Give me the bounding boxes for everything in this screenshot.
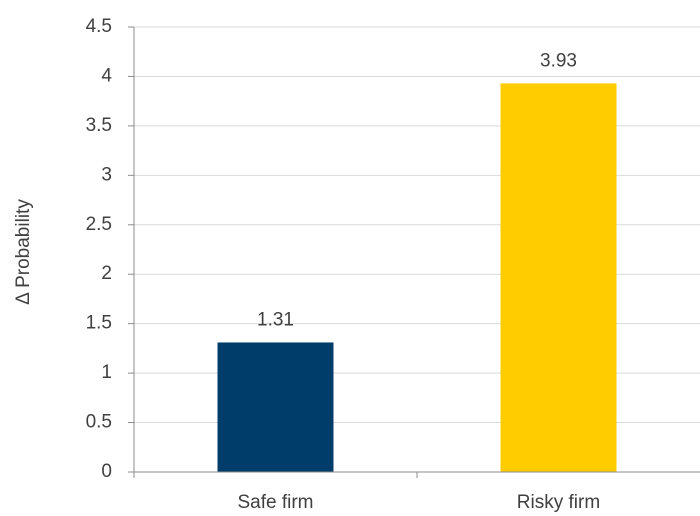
y-axis-title: Δ Probability: [13, 199, 34, 305]
x-tick-labels: Safe firm Risky firm: [237, 472, 600, 513]
y-tick-label: 2: [101, 263, 112, 284]
data-label: 1.31: [257, 309, 294, 330]
bars: [217, 83, 617, 472]
x-tick-label: Risky firm: [517, 492, 600, 513]
y-tick-label: 0: [101, 461, 112, 482]
y-tick-label: 3: [101, 164, 112, 185]
y-tick-label: 0.5: [86, 412, 112, 433]
y-tick-label: 4: [101, 65, 112, 86]
y-tick-label: 1: [101, 362, 112, 383]
bar-risky-firm: [500, 83, 617, 472]
y-tick-label: 2.5: [86, 214, 112, 235]
y-tick-label: 4.5: [86, 16, 112, 37]
y-tick-label: 3.5: [86, 115, 112, 136]
data-labels: 1.31 3.93: [257, 50, 577, 330]
bar-safe-firm: [217, 342, 334, 472]
x-tick-label: Safe firm: [237, 492, 313, 513]
y-tick-label: 1.5: [86, 313, 112, 334]
data-label: 3.93: [540, 50, 577, 71]
y-tick-labels: 0 0.5 1 1.5 2 2.5 3 3.5 4 4.5: [86, 16, 113, 482]
